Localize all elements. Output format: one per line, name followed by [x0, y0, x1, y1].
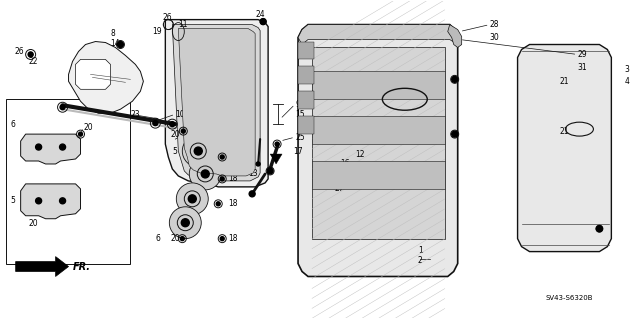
Text: 1: 1 [418, 246, 422, 255]
Text: 22: 22 [29, 57, 38, 66]
Text: 17: 17 [293, 146, 303, 156]
Circle shape [256, 162, 260, 166]
Circle shape [220, 155, 224, 159]
Polygon shape [172, 25, 260, 181]
Polygon shape [165, 19, 268, 187]
Text: 16: 16 [340, 160, 349, 168]
Circle shape [29, 52, 33, 56]
Circle shape [181, 219, 189, 227]
Text: 29: 29 [577, 50, 587, 59]
Circle shape [452, 131, 458, 137]
Circle shape [60, 198, 65, 204]
Bar [298, 41, 314, 59]
Text: 19: 19 [152, 27, 162, 36]
Text: 27: 27 [335, 184, 344, 193]
Circle shape [153, 121, 158, 126]
Text: 10: 10 [175, 110, 185, 119]
Circle shape [176, 183, 208, 215]
Text: 3: 3 [625, 65, 629, 74]
Text: 8: 8 [111, 29, 115, 38]
Polygon shape [312, 48, 445, 239]
FancyBboxPatch shape [312, 71, 445, 99]
Text: 25: 25 [295, 133, 305, 142]
Text: 12: 12 [355, 150, 364, 159]
Text: 11: 11 [179, 20, 188, 29]
Text: 18: 18 [228, 199, 237, 208]
Polygon shape [76, 59, 111, 89]
Circle shape [118, 41, 124, 48]
Circle shape [188, 195, 196, 203]
Text: 20: 20 [170, 234, 180, 243]
Circle shape [182, 135, 214, 167]
Bar [298, 116, 314, 134]
Circle shape [60, 144, 65, 150]
Text: 30: 30 [490, 33, 499, 42]
Text: 18: 18 [228, 174, 237, 183]
Polygon shape [179, 29, 255, 176]
Circle shape [180, 237, 184, 241]
Text: 2: 2 [418, 256, 422, 265]
Polygon shape [270, 154, 282, 164]
Bar [298, 66, 314, 84]
Circle shape [79, 132, 83, 136]
Text: 14: 14 [111, 39, 120, 48]
Text: 26: 26 [15, 47, 24, 56]
Circle shape [220, 177, 224, 181]
Text: 18: 18 [228, 234, 237, 243]
Bar [6, 99, 131, 263]
Circle shape [28, 52, 33, 57]
Circle shape [452, 76, 458, 82]
Circle shape [195, 147, 202, 155]
Text: 9: 9 [295, 100, 300, 109]
Polygon shape [20, 184, 81, 219]
Text: 18: 18 [228, 152, 237, 161]
Circle shape [216, 202, 220, 206]
Circle shape [36, 198, 42, 204]
Polygon shape [15, 256, 68, 277]
Circle shape [267, 168, 273, 174]
Circle shape [275, 142, 279, 146]
Text: 23: 23 [215, 110, 225, 119]
Text: 5: 5 [11, 196, 15, 205]
Polygon shape [298, 25, 458, 277]
Polygon shape [518, 45, 611, 252]
Circle shape [189, 158, 221, 190]
Text: 20: 20 [170, 130, 180, 139]
Polygon shape [68, 41, 143, 113]
Circle shape [60, 105, 65, 110]
Text: 20: 20 [83, 122, 93, 132]
Polygon shape [298, 25, 458, 45]
Text: 21: 21 [559, 127, 569, 136]
Circle shape [260, 19, 266, 25]
Circle shape [181, 129, 186, 133]
Text: 23: 23 [131, 110, 140, 119]
Text: 28: 28 [490, 20, 499, 29]
Circle shape [36, 144, 42, 150]
Text: 24: 24 [255, 10, 265, 19]
Text: 6: 6 [11, 120, 15, 129]
Text: 4: 4 [625, 77, 629, 86]
Polygon shape [20, 134, 81, 164]
Text: 13: 13 [248, 169, 258, 178]
Text: 31: 31 [577, 63, 587, 72]
Circle shape [170, 207, 201, 239]
Text: 5: 5 [172, 146, 177, 156]
Polygon shape [448, 25, 461, 48]
Text: 7: 7 [248, 157, 253, 166]
Text: 6: 6 [156, 234, 160, 243]
Circle shape [201, 170, 209, 178]
Text: FR.: FR. [72, 262, 90, 271]
Text: 15: 15 [295, 110, 305, 119]
Circle shape [249, 191, 255, 197]
Circle shape [170, 122, 175, 127]
Text: SV43-S6320B: SV43-S6320B [546, 295, 593, 301]
Text: 20: 20 [29, 219, 38, 228]
Bar [298, 91, 314, 109]
Circle shape [596, 226, 602, 232]
Circle shape [220, 237, 224, 241]
Text: 21: 21 [559, 77, 569, 86]
FancyBboxPatch shape [312, 161, 445, 189]
Text: 26: 26 [163, 13, 172, 22]
FancyBboxPatch shape [312, 116, 445, 144]
